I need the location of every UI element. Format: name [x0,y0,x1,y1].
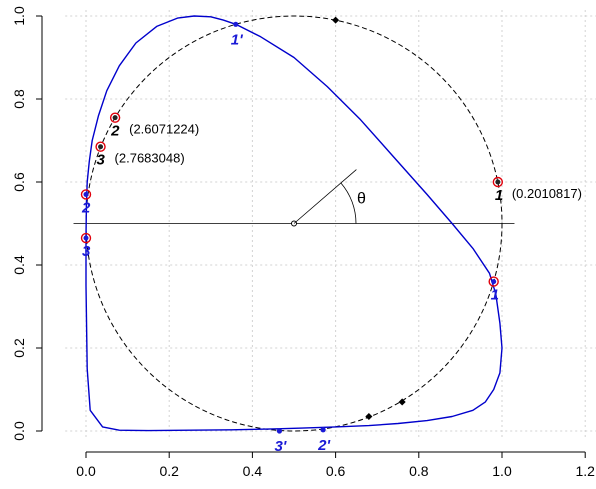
curve-layer [85,15,503,432]
y-tick-label: 0.0 [11,421,27,441]
x-tick-label: 1.2 [575,463,595,479]
grid [65,10,596,439]
x-tick-label: 1.0 [492,463,512,479]
point-ring [488,276,499,287]
plot-frame [47,0,596,441]
point-label: 1 [495,187,503,204]
circle-marker [365,412,373,421]
point-dot [233,21,239,27]
point-label: 2' [317,437,330,454]
point-label: 3 [97,152,106,169]
point-label: 2 [110,123,120,140]
point-label: 3' [274,438,286,455]
x-tick-label: 0.6 [326,463,346,479]
point-ring [492,176,504,188]
y-tick-label: 0.6 [11,172,27,192]
point-dot [320,427,326,433]
point-dot [491,279,497,285]
circle-marker [398,398,406,406]
x-axis: 0.0 0.2 0.4 0.6 0.8 1.0 1.2 [76,451,595,479]
y-axis: 0.0 0.2 0.4 0.6 0.8 1.0 [11,6,43,441]
x-tick-label: 0.4 [243,463,263,479]
y-tick-label: 1.0 [11,6,27,26]
point-label: 2 [81,199,91,216]
theta-arc [340,182,357,224]
y-tick-label: 0.2 [11,338,27,358]
point-dot [83,191,89,197]
points-layer: 1 (0.2010817)2 (2.6071224)3 (2.7683048)1231… [80,21,582,455]
point-label: 1 [491,287,499,304]
theta-label: θ [357,191,366,208]
point-ring [80,189,92,200]
y-tick-label: 0.4 [11,255,27,275]
x-tick-label: 0.8 [409,463,429,479]
point-dot [98,144,104,150]
point-dot [495,179,501,185]
point-annotation: (2.7683048) [115,151,185,166]
x-tick-label: 0.2 [159,463,179,479]
y-tick-label: 0.8 [11,89,27,109]
point-dot [276,428,283,434]
circle-marker [332,16,340,24]
point-annotation: (2.6071224) [129,122,199,137]
point-label: 1' [231,31,243,48]
point-dot [112,115,118,121]
point-annotation: (0.2010817) [512,186,582,201]
x-tick-label: 0.0 [76,463,96,479]
geometry: θ [73,15,515,432]
point-label: 3 [82,243,91,260]
point-dot [83,235,89,241]
point-ring [95,141,106,152]
point-ring [80,232,92,244]
point-ring [109,112,121,123]
theta-ray [293,169,357,224]
curve-line [85,15,503,432]
